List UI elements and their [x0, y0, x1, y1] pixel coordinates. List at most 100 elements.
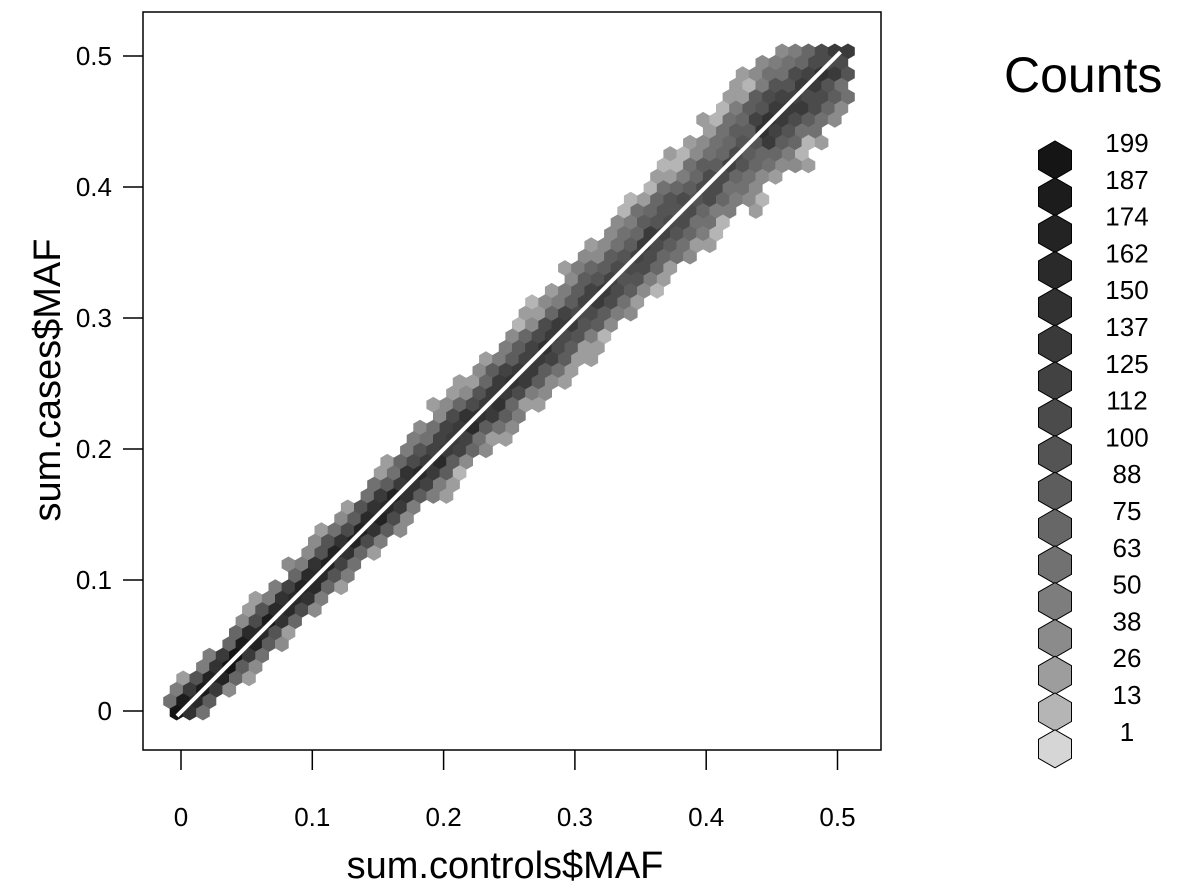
hex-cell	[413, 419, 427, 436]
hex-cell	[584, 237, 599, 254]
hex-cell	[814, 89, 829, 105]
hex-cell	[650, 214, 664, 231]
hex-cell	[702, 146, 717, 162]
hex-cell	[492, 351, 506, 368]
hex-cell	[439, 488, 454, 504]
hex-cell	[676, 146, 691, 162]
hexbin-cells	[163, 43, 855, 721]
hex-cell	[360, 488, 375, 504]
y-axis-title: sum.cases$MAF	[27, 239, 69, 522]
hex-cell	[702, 191, 717, 208]
hex-cell	[439, 396, 454, 413]
hex-cell	[393, 499, 408, 516]
hex-cell	[314, 567, 329, 584]
hex-cell	[571, 260, 585, 276]
legend-label: 199	[1105, 128, 1148, 158]
hex-cell	[742, 100, 756, 117]
hex-cell	[630, 225, 645, 242]
hex-cell	[512, 385, 526, 402]
hex-cell	[610, 214, 625, 231]
hex-cell	[367, 522, 381, 539]
hex-cell	[439, 442, 454, 459]
hex-cell	[525, 294, 539, 311]
hex-cell	[202, 647, 217, 664]
hex-cell	[485, 431, 500, 447]
hex-cell	[479, 419, 493, 436]
legend-items: 199 187 174 162 150 137 125 112 100 88 75 63 50 38 26 1…	[1038, 128, 1149, 769]
hex-cell	[577, 339, 592, 356]
hex-cell	[288, 567, 302, 584]
hex-cell	[235, 613, 250, 630]
hex-cell	[308, 602, 322, 618]
hex-cell	[538, 317, 552, 333]
hex-cell	[742, 77, 756, 94]
hex-cell	[261, 636, 276, 653]
hex-cell	[748, 157, 763, 174]
hex-cell	[716, 100, 730, 117]
hex-cell	[834, 100, 849, 117]
hex-cell	[735, 111, 750, 128]
hex-cell	[209, 681, 223, 698]
hex-cell	[512, 408, 526, 425]
hex-cell	[163, 693, 177, 710]
hex-cell	[571, 351, 585, 368]
hex-cell	[294, 556, 309, 573]
hex-cell	[584, 260, 599, 276]
x-tick-label: 0.1	[294, 802, 330, 832]
hex-cell	[702, 123, 717, 140]
hex-cell	[597, 328, 612, 345]
hex-cell	[722, 134, 737, 151]
hex-cell	[617, 248, 631, 265]
hex-cell	[663, 168, 678, 185]
hex-cell	[551, 339, 566, 356]
hex-cell	[406, 499, 421, 516]
hex-cell	[801, 134, 816, 151]
hex-cell	[367, 476, 381, 493]
hex-cell	[637, 191, 651, 208]
legend-label: 88	[1113, 459, 1142, 489]
hex-cell	[426, 396, 441, 413]
legend-label: 1	[1120, 717, 1134, 747]
hex-cell	[716, 123, 730, 140]
hex-cell	[308, 556, 322, 573]
hex-cell	[729, 100, 743, 117]
y-tick-label: 0	[98, 696, 112, 726]
hex-cell	[564, 294, 579, 311]
legend-label: 174	[1105, 202, 1148, 232]
hex-cell	[452, 396, 467, 413]
hex-cell	[801, 111, 816, 128]
y-axis: 0 0.1 0.2 0.3 0.4 0.5	[76, 41, 143, 726]
hex-cell	[248, 590, 263, 607]
hex-cell	[768, 168, 783, 185]
hex-cell	[531, 396, 546, 413]
hex-cell	[189, 670, 204, 687]
hex-cell	[604, 317, 618, 333]
hex-cell	[795, 100, 809, 117]
hex-cell	[558, 351, 572, 368]
hex-cell	[781, 123, 796, 140]
hex-cell	[781, 146, 796, 162]
hex-cell	[558, 282, 572, 299]
hex-cell	[380, 476, 394, 493]
hex-cell	[373, 488, 388, 504]
legend-label: 100	[1105, 422, 1148, 452]
hex-cell	[610, 237, 625, 254]
hex-cell	[196, 704, 210, 721]
hex-cell	[518, 305, 533, 322]
hex-cell	[393, 522, 408, 539]
hex-cell	[781, 100, 796, 117]
legend-label: 38	[1113, 606, 1142, 636]
hex-cell	[406, 453, 421, 470]
hex-cell	[742, 146, 756, 162]
hex-cell	[518, 374, 533, 390]
legend-title: Counts	[1004, 47, 1162, 103]
hex-cell	[321, 533, 335, 550]
hex-cell	[558, 260, 572, 276]
hex-cell	[689, 191, 704, 208]
y-tick-label: 0.4	[76, 172, 112, 202]
hex-cell	[623, 237, 638, 254]
hex-cell	[202, 693, 217, 710]
hex-cell	[709, 157, 724, 174]
hex-cell	[597, 260, 612, 276]
hex-cell	[182, 681, 197, 698]
